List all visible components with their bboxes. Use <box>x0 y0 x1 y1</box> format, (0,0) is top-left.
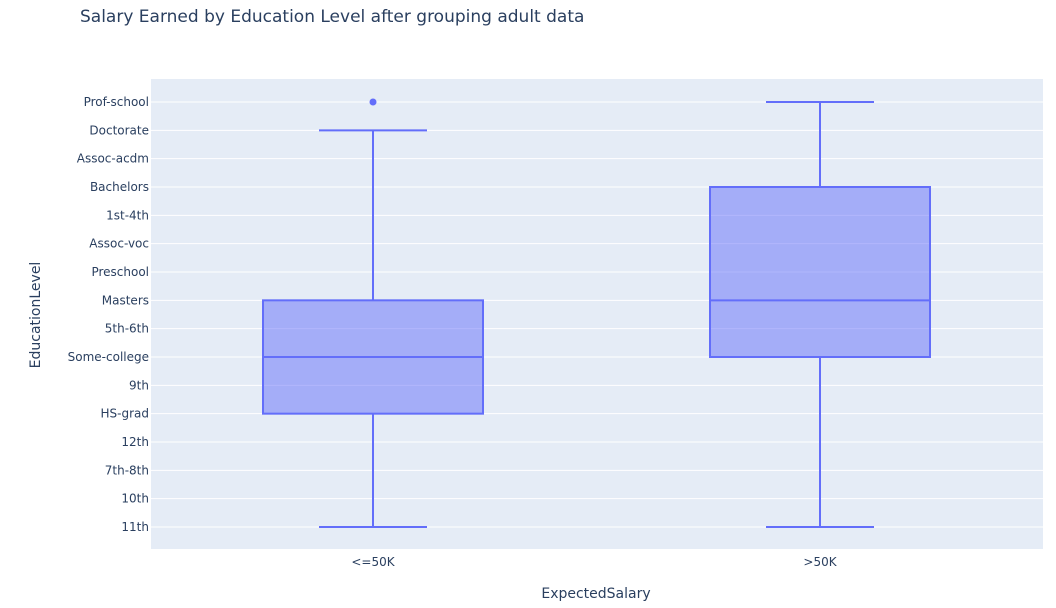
x-tick-label: <=50K <box>351 555 395 569</box>
outlier-point <box>369 98 377 106</box>
x-axis-title: ExpectedSalary <box>541 586 650 602</box>
y-tick-label: Doctorate <box>89 123 149 137</box>
y-tick-label: 12th <box>121 435 149 449</box>
y-tick-label: Bachelors <box>90 180 149 194</box>
x-axis-ticks: <=50K >50K <box>351 555 837 569</box>
y-tick-label: Preschool <box>91 265 149 279</box>
y-tick-label: HS-grad <box>101 407 150 421</box>
y-axis-title: EducationLevel <box>28 262 44 369</box>
box-low-salary <box>262 98 484 528</box>
y-tick-label: 10th <box>121 492 149 506</box>
box-iqr <box>709 186 931 358</box>
y-tick-label: 1st-4th <box>106 208 149 222</box>
y-axis-ticks: 11th 10th 7th-8th 12th HS-grad 9th Some-colleg… <box>68 95 149 534</box>
x-tick-label: >50K <box>803 555 837 569</box>
y-tick-label: 9th <box>129 378 149 392</box>
y-tick-label: 5th-6th <box>105 322 149 336</box>
y-tick-label: Some-college <box>68 350 149 364</box>
y-tick-label: Masters <box>102 293 149 307</box>
y-tick-label: Assoc-acdm <box>77 152 149 166</box>
y-tick-label: 7th-8th <box>105 463 149 477</box>
box-series <box>262 98 931 528</box>
box-high-salary <box>709 101 931 528</box>
chart-title: Salary Earned by Education Level after g… <box>80 7 584 27</box>
y-tick-label: Assoc-voc <box>89 237 149 251</box>
y-tick-label: 11th <box>121 520 149 534</box>
y-tick-label: Prof-school <box>84 95 149 109</box>
